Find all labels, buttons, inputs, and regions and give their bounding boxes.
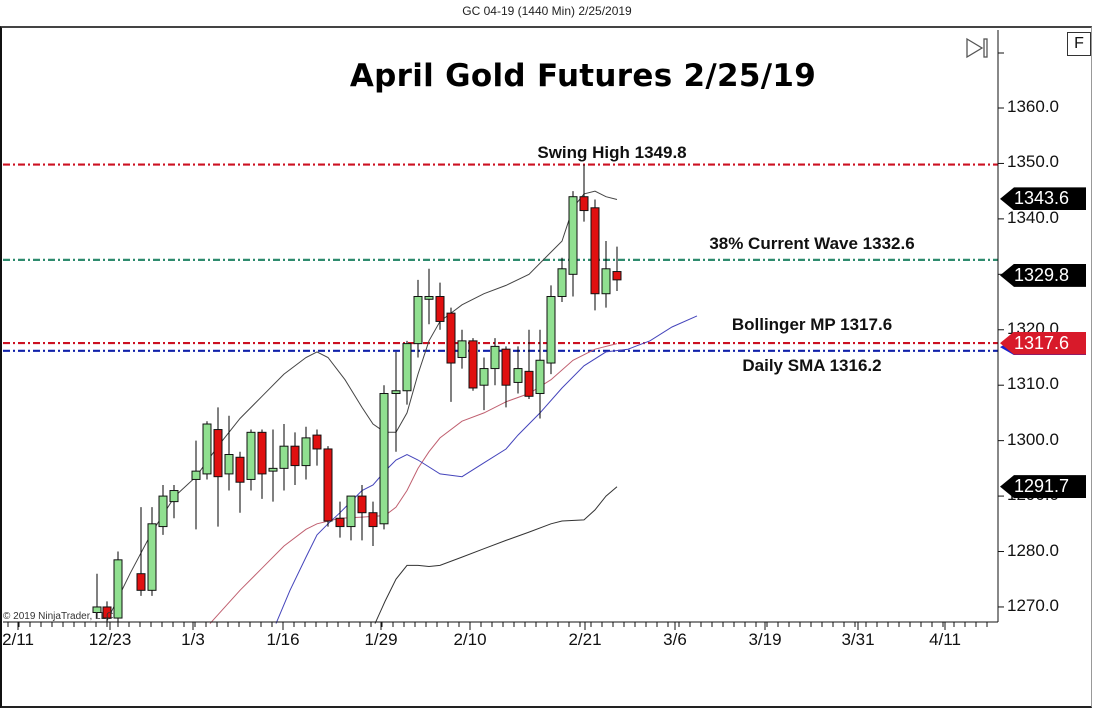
candle bbox=[513, 346, 523, 394]
y-tick-label: 1350.0 bbox=[1007, 152, 1059, 172]
candle bbox=[579, 164, 589, 222]
indicator-line bbox=[374, 486, 618, 624]
candle bbox=[147, 507, 157, 596]
candle bbox=[92, 573, 102, 619]
candle bbox=[535, 329, 545, 419]
chart-title: April Gold Futures 2/25/19 bbox=[349, 58, 817, 94]
candle bbox=[346, 495, 356, 541]
y-tick-label: 1340.0 bbox=[1007, 207, 1059, 227]
axes bbox=[3, 30, 1004, 630]
candle bbox=[202, 421, 212, 480]
candle bbox=[158, 484, 168, 535]
y-tick-label: 1300.0 bbox=[1007, 429, 1059, 449]
x-tick-label: 3/31 bbox=[841, 630, 875, 649]
candle bbox=[468, 338, 478, 391]
price-tag: 1291.7 bbox=[1000, 475, 1086, 499]
candle bbox=[479, 357, 489, 411]
candle bbox=[546, 285, 556, 375]
level-label: 38% Current Wave 1332.6 bbox=[709, 233, 915, 253]
candle bbox=[323, 446, 333, 527]
candle bbox=[279, 424, 289, 491]
x-tick-label: 1/16 bbox=[266, 630, 300, 649]
candle bbox=[113, 551, 123, 624]
candle bbox=[335, 501, 345, 538]
price-tag: 1343.6 bbox=[1000, 187, 1086, 211]
candle bbox=[490, 338, 500, 386]
candle bbox=[379, 385, 389, 530]
candlesticks bbox=[92, 164, 622, 627]
candle bbox=[136, 507, 146, 596]
x-tick-label: 4/11 bbox=[929, 630, 961, 649]
candle bbox=[435, 282, 445, 330]
candle bbox=[590, 199, 600, 311]
x-tick-label: 2/21 bbox=[568, 630, 602, 649]
indicator-line bbox=[209, 343, 618, 624]
candle bbox=[290, 432, 300, 485]
candle bbox=[402, 340, 412, 405]
y-tick-label: 1360.0 bbox=[1007, 97, 1059, 116]
candle bbox=[312, 429, 322, 466]
candle bbox=[413, 279, 423, 358]
level-label: Bollinger MP 1317.6 bbox=[731, 315, 893, 335]
indicator-line bbox=[275, 315, 698, 624]
candle bbox=[169, 484, 179, 519]
candle bbox=[257, 429, 267, 499]
candle bbox=[601, 241, 611, 308]
candle bbox=[368, 501, 378, 546]
indicator-lines bbox=[106, 190, 698, 624]
candle bbox=[446, 307, 456, 402]
scroll-to-end-icon[interactable] bbox=[965, 37, 991, 59]
window-caption: GC 04-19 (1440 Min) 2/25/2019 bbox=[462, 4, 632, 18]
candle bbox=[424, 268, 434, 325]
price-tag: 1317.6 bbox=[1000, 331, 1086, 355]
candle bbox=[301, 426, 311, 480]
candle bbox=[268, 429, 278, 502]
candle bbox=[391, 351, 401, 452]
chart-frame bbox=[0, 26, 1092, 708]
y-tick-label: 1310.0 bbox=[1007, 374, 1059, 394]
candle bbox=[246, 429, 256, 491]
candle bbox=[191, 440, 201, 530]
level-label: Swing High 1349.8 bbox=[537, 142, 687, 162]
x-tick-label: 2/11 bbox=[2, 630, 34, 649]
candle bbox=[224, 415, 234, 491]
y-tick-label: 1280.0 bbox=[1007, 540, 1059, 560]
candle bbox=[612, 246, 622, 291]
x-tick-label: 3/6 bbox=[663, 630, 687, 649]
f-button[interactable]: F bbox=[1067, 32, 1091, 56]
x-tick-label: 2/10 bbox=[453, 630, 487, 649]
price-tag: 1329.8 bbox=[1000, 263, 1086, 287]
level-label: Daily SMA 1316.2 bbox=[742, 355, 882, 375]
x-tick-label: 3/19 bbox=[748, 630, 782, 649]
candle bbox=[235, 451, 245, 513]
x-tick-label: 1/29 bbox=[364, 630, 398, 649]
candle bbox=[357, 484, 367, 541]
candle bbox=[501, 346, 511, 408]
horizontal-levels bbox=[3, 163, 998, 352]
candle bbox=[557, 257, 567, 303]
copyright-text: © 2019 NinjaTrader, LLC bbox=[3, 611, 114, 622]
candle bbox=[213, 407, 223, 527]
candle bbox=[457, 329, 467, 369]
candle bbox=[524, 329, 534, 400]
y-tick-label: 1270.0 bbox=[1007, 595, 1059, 615]
x-tick-label: 1/3 bbox=[181, 630, 205, 649]
candle bbox=[568, 191, 578, 297]
x-tick-label: 12/23 bbox=[88, 630, 132, 649]
